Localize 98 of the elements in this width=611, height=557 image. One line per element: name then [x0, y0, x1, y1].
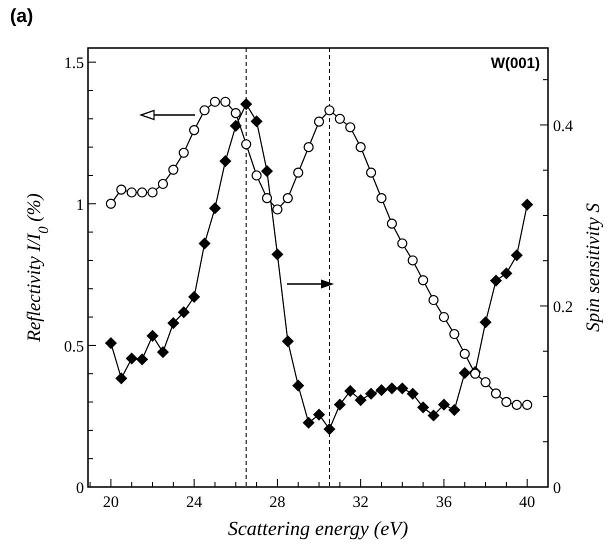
point [458, 366, 471, 379]
y-tick-label: 1 [76, 196, 84, 214]
point [375, 384, 388, 396]
x-tick-label: 40 [519, 494, 536, 511]
point [334, 398, 346, 411]
y2-axis-title: Spin sensitivity S [583, 202, 604, 332]
y-tick-label: 0 [76, 480, 84, 497]
point [282, 335, 294, 348]
point [438, 398, 450, 411]
point [314, 116, 324, 127]
point [156, 346, 169, 358]
point [521, 198, 534, 211]
point [178, 306, 190, 318]
point [324, 105, 335, 116]
point [230, 120, 242, 132]
point [137, 187, 148, 198]
point [344, 385, 356, 398]
point [251, 170, 262, 181]
point [136, 353, 148, 366]
point [198, 238, 211, 250]
point [396, 382, 408, 394]
point [272, 204, 283, 215]
point [199, 105, 210, 116]
point [323, 423, 336, 436]
point [480, 316, 492, 328]
point [261, 165, 274, 178]
point [158, 178, 168, 190]
point [448, 404, 460, 416]
point [104, 337, 117, 350]
point [386, 218, 397, 229]
point [510, 249, 523, 262]
point [365, 388, 378, 400]
y2-tick-label: 0.4 [553, 118, 573, 135]
x-tick-label: 20 [102, 494, 119, 511]
point [490, 388, 502, 399]
point [220, 96, 230, 107]
point [210, 96, 220, 107]
point [178, 148, 189, 158]
point [282, 193, 293, 204]
point [345, 122, 356, 132]
x-axis-title: Scattering energy (eV) [228, 518, 408, 540]
point [512, 400, 522, 410]
point [116, 184, 126, 195]
point [418, 275, 428, 286]
point [292, 380, 304, 392]
x-tick-label: 32 [352, 494, 369, 511]
point [293, 168, 304, 178]
x-tick-label: 28 [269, 494, 286, 511]
point [449, 328, 460, 340]
y-tick-label: 1.5 [64, 55, 84, 72]
point [397, 238, 408, 249]
point [126, 187, 137, 198]
x-tick-label: 36 [436, 494, 452, 511]
chart-title: (a) [10, 6, 34, 27]
point [250, 115, 263, 128]
point [480, 377, 491, 388]
point [208, 202, 221, 214]
y2-tick-label: 0 [553, 480, 561, 497]
point [168, 164, 178, 175]
y-tick-label: 0.5 [64, 338, 84, 356]
point [334, 114, 345, 124]
point [167, 317, 180, 330]
point [106, 198, 116, 209]
point [302, 416, 315, 429]
point [230, 108, 241, 118]
point [366, 168, 376, 178]
point [188, 290, 200, 303]
point [522, 400, 532, 410]
point [501, 396, 512, 408]
point [271, 248, 284, 260]
point [460, 348, 470, 359]
point [241, 139, 252, 150]
point [500, 267, 512, 280]
point [386, 382, 398, 394]
point [356, 142, 366, 152]
point [219, 155, 232, 168]
point [147, 187, 158, 198]
point [428, 409, 440, 422]
y2-tick-label: 0.2 [553, 298, 573, 316]
point [470, 368, 480, 379]
point [146, 330, 159, 342]
point [408, 255, 418, 266]
point [354, 394, 367, 406]
point [376, 193, 387, 204]
point [126, 352, 138, 364]
point [490, 274, 502, 287]
point [115, 372, 128, 384]
point [189, 125, 200, 136]
point [262, 193, 272, 204]
point [304, 142, 314, 152]
x-tick-label: 24 [186, 494, 202, 511]
point [417, 401, 430, 414]
point [428, 294, 439, 306]
point [240, 98, 252, 110]
annotation: W(001) [490, 55, 540, 72]
point [313, 408, 326, 421]
point [406, 388, 419, 400]
point [438, 312, 450, 322]
